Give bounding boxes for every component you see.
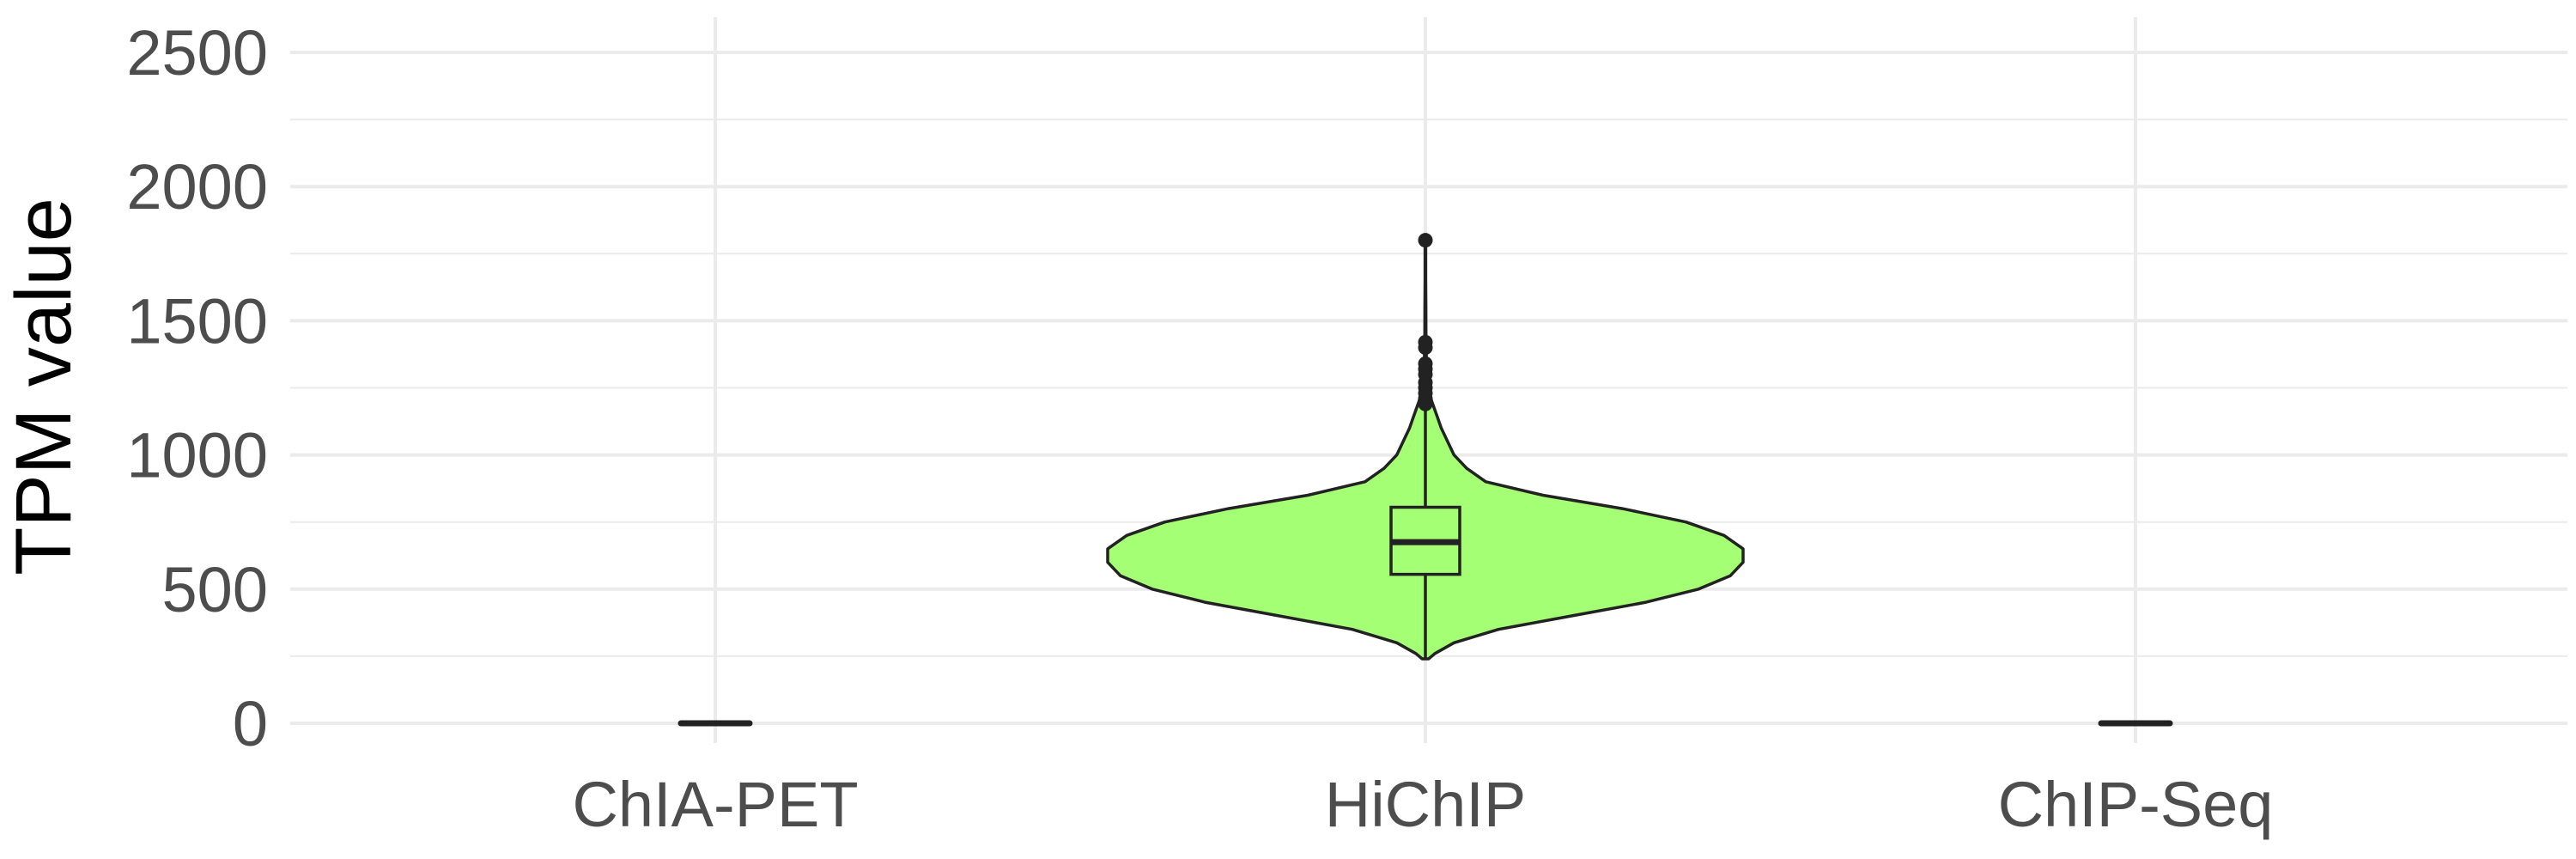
y-tick-label: 500	[162, 554, 268, 625]
x-tick-label: HiChIP	[1325, 769, 1526, 840]
outlier-point	[1418, 334, 1433, 350]
outlier-point	[1418, 233, 1433, 248]
x-tick-label: ChIP-Seq	[1998, 769, 2274, 840]
y-tick-label: 2500	[126, 17, 268, 88]
labels-layer: 0 500 1000 1500 2000 2500 ChIA-PET HiChIP ChIP-S…	[126, 17, 2273, 840]
outlier-point	[1418, 356, 1433, 371]
series-hichip	[1106, 233, 1745, 661]
y-tick-label: 0	[233, 688, 268, 759]
y-tick-label: 2000	[126, 151, 268, 222]
y-axis-title: TPM value	[0, 198, 88, 576]
y-tick-label: 1000	[126, 420, 268, 491]
y-tick-label: 1500	[126, 285, 268, 356]
marks-layer	[677, 233, 2173, 727]
x-tick-label: ChIA-PET	[572, 769, 858, 840]
